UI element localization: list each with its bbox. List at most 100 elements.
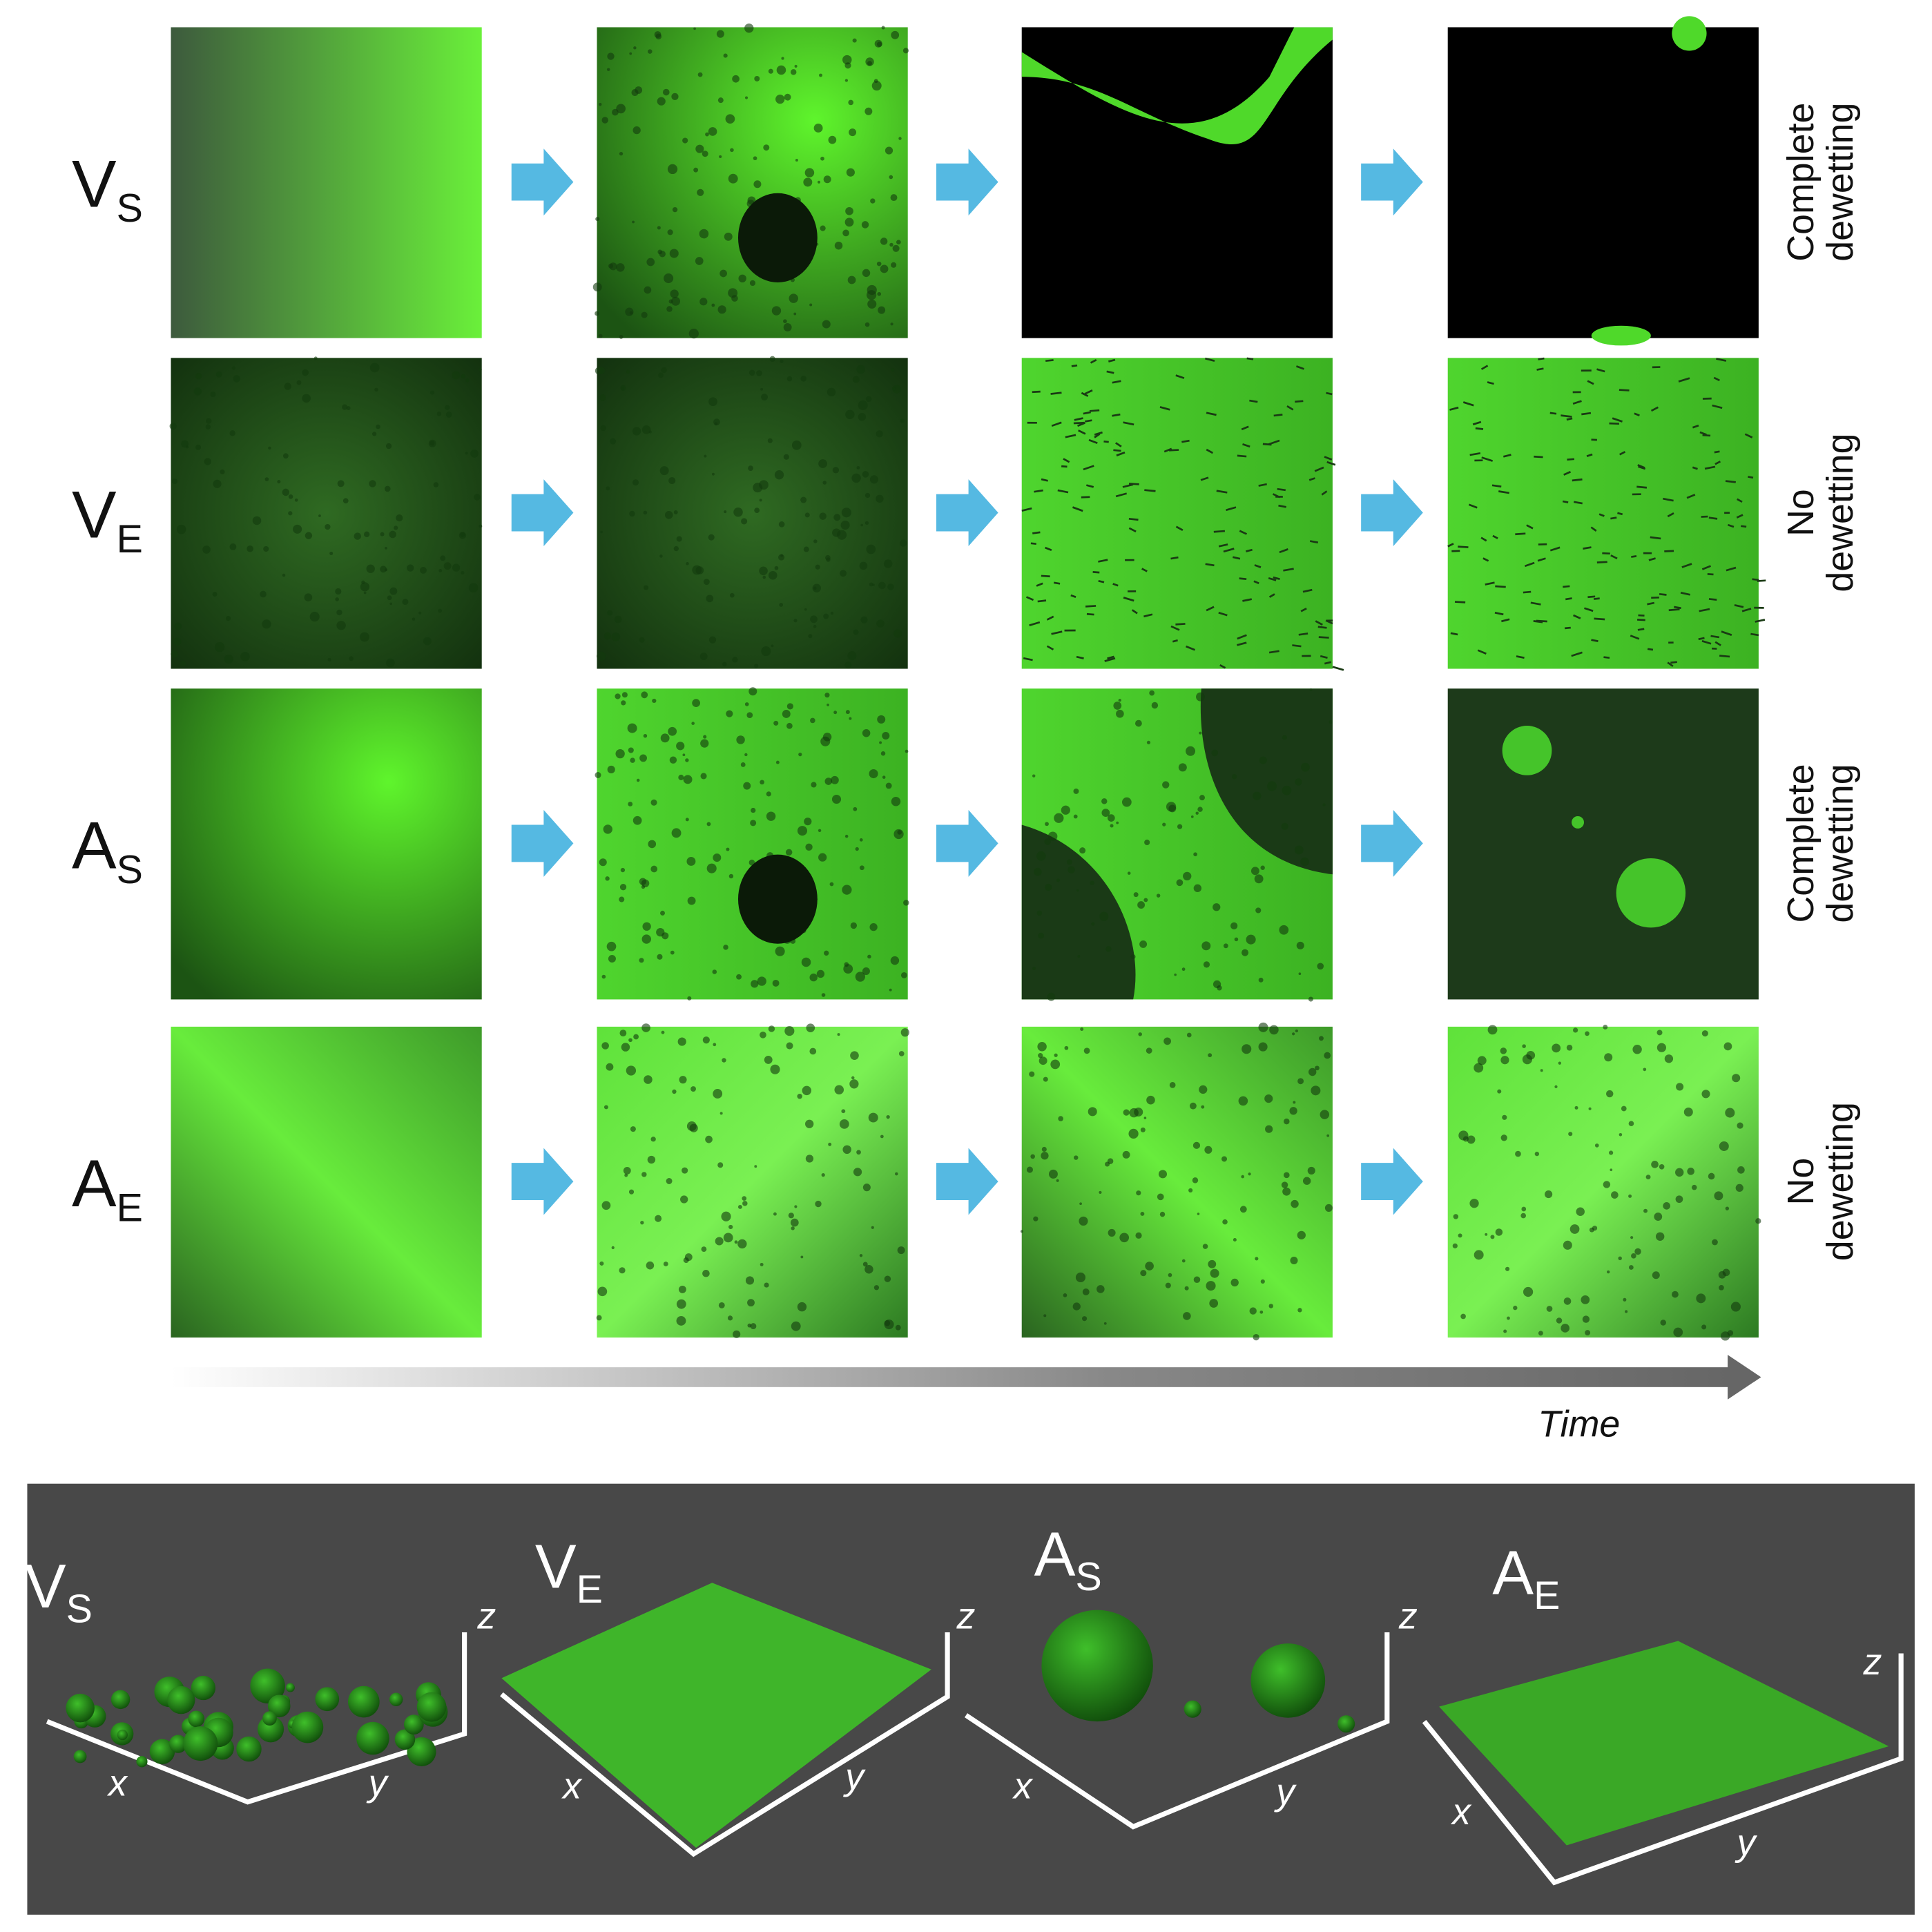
texture-dot — [820, 225, 826, 231]
droplet — [191, 1675, 216, 1701]
texture-dot — [641, 311, 648, 318]
texture-dot — [898, 1051, 905, 1056]
texture-dot — [856, 1150, 861, 1155]
texture-dot — [824, 693, 830, 698]
crack — [1219, 664, 1226, 669]
texture-dot — [784, 1026, 795, 1036]
texture-dot — [621, 692, 628, 698]
texture-dot — [804, 168, 815, 177]
texture-dot — [1074, 1155, 1079, 1160]
crack — [1573, 614, 1581, 619]
texture-dot — [646, 1261, 655, 1270]
texture-dot — [1032, 967, 1036, 971]
texture-dot — [361, 580, 365, 584]
texture-dot — [1526, 1050, 1536, 1060]
texture-dot — [1258, 1042, 1268, 1052]
crack — [1692, 424, 1699, 429]
texture-dot — [277, 480, 281, 484]
texture-dot — [1036, 851, 1046, 861]
texture-dot — [1645, 1175, 1651, 1180]
crack — [1320, 655, 1328, 659]
texture-dot — [700, 739, 709, 748]
axis-label: y — [842, 1757, 866, 1798]
texture-dot — [1061, 805, 1070, 815]
texture-dot — [890, 322, 893, 326]
texture-dot — [621, 700, 626, 706]
texture-dot — [445, 405, 450, 410]
texture-dot — [760, 387, 763, 391]
crack — [1308, 477, 1315, 481]
texture-dot — [389, 587, 398, 595]
texture-dot — [1672, 1291, 1679, 1298]
micrograph — [1447, 358, 1759, 669]
texture-dot — [712, 969, 717, 974]
texture-dot — [657, 226, 661, 230]
texture-dot — [619, 1030, 627, 1036]
crack — [1098, 559, 1108, 563]
crack — [1216, 490, 1228, 494]
texture-dot — [803, 177, 813, 187]
texture-dot — [412, 617, 416, 621]
crack — [1295, 365, 1304, 370]
crack — [1450, 632, 1458, 636]
crack — [1590, 526, 1597, 532]
droplet — [188, 1710, 205, 1728]
texture-dot — [1268, 1304, 1273, 1308]
texture-dot — [878, 306, 886, 314]
crack — [1713, 376, 1720, 382]
crack — [1501, 618, 1510, 623]
texture-dot — [1137, 901, 1145, 909]
texture-dot — [797, 1302, 807, 1312]
texture-dot — [657, 97, 666, 106]
crack — [1050, 392, 1062, 395]
texture-dot — [730, 148, 734, 153]
texture-dot — [374, 387, 378, 392]
texture-dot — [842, 1145, 851, 1155]
crack — [1469, 452, 1481, 456]
crack — [1631, 555, 1637, 558]
texture-dot — [713, 853, 722, 862]
texture-dot — [643, 734, 648, 738]
crack — [1619, 389, 1630, 392]
crack — [1480, 365, 1489, 370]
texture-dot — [804, 512, 810, 518]
texture-dot — [761, 394, 768, 400]
texture-dot — [1073, 814, 1078, 819]
texture-dot — [905, 749, 909, 753]
texture-dot — [1322, 803, 1326, 806]
texture-dot — [443, 562, 452, 570]
texture-dot — [862, 471, 869, 478]
texture-dot — [1673, 1327, 1683, 1337]
texture-dot — [1230, 922, 1238, 929]
texture-dot — [1168, 804, 1177, 813]
texture-dot — [626, 369, 630, 374]
texture-dot — [1113, 702, 1122, 710]
texture-dot — [684, 1253, 693, 1262]
crack — [1063, 458, 1070, 463]
texture-dot — [853, 806, 858, 811]
texture-dot — [1253, 791, 1262, 800]
texture-dot — [1324, 1204, 1333, 1212]
texture-dot — [732, 75, 740, 83]
texture-dot — [260, 590, 267, 598]
texture-dot — [820, 156, 824, 161]
texture-dot — [1241, 1175, 1244, 1179]
texture-dot — [302, 394, 311, 403]
texture-dot — [1169, 1081, 1176, 1088]
crack — [1485, 581, 1495, 586]
texture-dot — [866, 544, 876, 554]
texture-dot — [1253, 1333, 1259, 1341]
texture-dot — [1552, 1043, 1561, 1053]
texture-dot — [745, 1276, 755, 1285]
texture-dot — [1292, 1032, 1295, 1036]
texture-dot — [691, 722, 695, 725]
texture-dot — [728, 1224, 733, 1230]
texture-dot — [891, 368, 895, 372]
texture-dot — [283, 453, 289, 459]
texture-dot — [428, 439, 436, 447]
texture-dot — [625, 307, 634, 316]
texture-dot — [1467, 1135, 1476, 1144]
texture-dot — [766, 791, 771, 797]
texture-dot — [1135, 719, 1142, 727]
crack — [1036, 582, 1043, 587]
